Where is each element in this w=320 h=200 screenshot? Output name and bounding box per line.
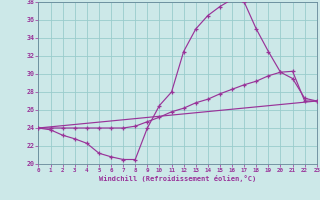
X-axis label: Windchill (Refroidissement éolien,°C): Windchill (Refroidissement éolien,°C) bbox=[99, 175, 256, 182]
